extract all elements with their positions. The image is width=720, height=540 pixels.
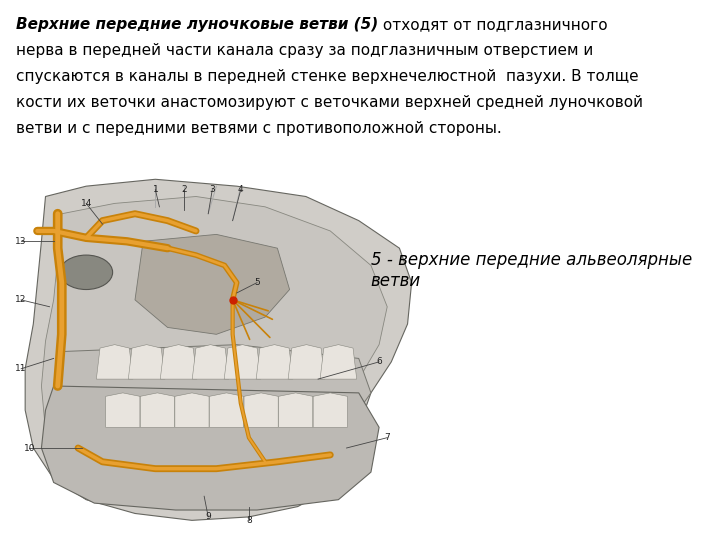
- Text: 9: 9: [205, 512, 211, 522]
- Ellipse shape: [60, 255, 112, 289]
- Text: спускаются в каналы в передней стенке верхнечелюстной  пазухи. В толще: спускаются в каналы в передней стенке ве…: [16, 69, 639, 84]
- Text: отходят от подглазничного: отходят от подглазничного: [378, 17, 608, 32]
- Text: 8: 8: [246, 516, 252, 525]
- Polygon shape: [279, 393, 312, 427]
- Polygon shape: [313, 393, 347, 427]
- Text: 5: 5: [254, 278, 260, 287]
- Polygon shape: [175, 393, 209, 427]
- Polygon shape: [210, 393, 243, 427]
- Polygon shape: [320, 345, 356, 379]
- Text: 13: 13: [15, 237, 27, 246]
- Polygon shape: [128, 345, 165, 379]
- Text: Верхние передние луночковые ветви (5): Верхние передние луночковые ветви (5): [16, 17, 378, 32]
- Polygon shape: [192, 345, 229, 379]
- Polygon shape: [256, 345, 293, 379]
- Polygon shape: [288, 345, 325, 379]
- Text: 5 - верхние передние альвеолярные
ветви: 5 - верхние передние альвеолярные ветви: [371, 251, 692, 290]
- Polygon shape: [53, 345, 371, 462]
- Text: кости их веточки анастомозируют с веточками верхней средней луночковой: кости их веточки анастомозируют с веточк…: [16, 95, 643, 110]
- Polygon shape: [244, 393, 278, 427]
- Polygon shape: [135, 234, 289, 334]
- Text: 7: 7: [384, 433, 390, 442]
- Polygon shape: [140, 393, 174, 427]
- Text: 4: 4: [238, 185, 243, 194]
- Polygon shape: [96, 345, 133, 379]
- Text: нерва в передней части канала сразу за подглазничным отверстием и: нерва в передней части канала сразу за п…: [16, 43, 593, 58]
- Polygon shape: [106, 393, 140, 427]
- Text: 10: 10: [24, 443, 35, 453]
- Polygon shape: [42, 197, 387, 500]
- Polygon shape: [224, 345, 261, 379]
- Text: 12: 12: [15, 295, 27, 305]
- Text: 1: 1: [153, 185, 158, 194]
- Text: 6: 6: [377, 357, 382, 366]
- Text: 2: 2: [181, 185, 186, 194]
- Polygon shape: [161, 345, 197, 379]
- Text: 11: 11: [15, 364, 27, 373]
- Text: 14: 14: [81, 199, 92, 208]
- Text: ветви и с передними ветвями с противоположной стороны.: ветви и с передними ветвями с противопол…: [16, 121, 502, 136]
- Text: 3: 3: [210, 185, 215, 194]
- Polygon shape: [25, 179, 412, 521]
- Polygon shape: [42, 386, 379, 510]
